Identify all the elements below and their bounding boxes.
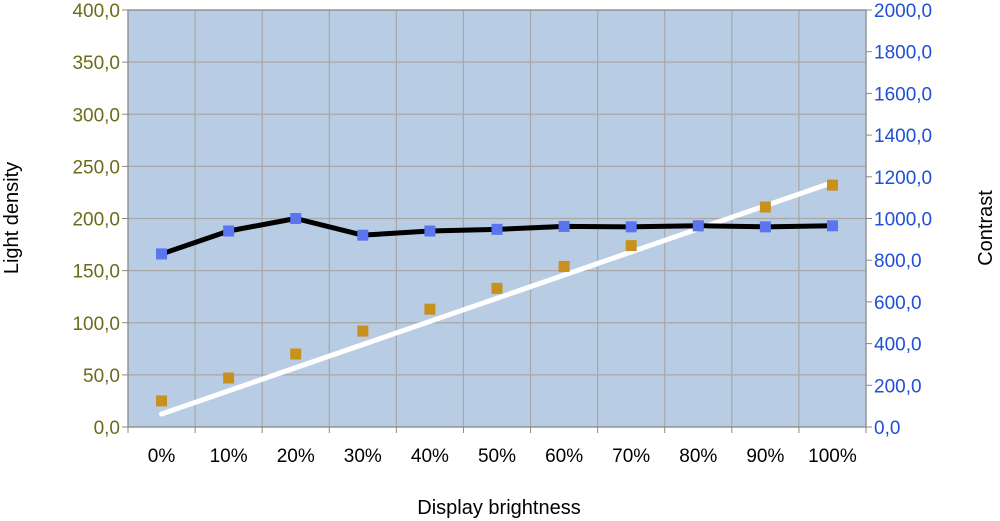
x-axis-title: Display brightness: [417, 497, 580, 519]
y-axis-left-title: Light density: [1, 162, 23, 274]
data-point: [826, 220, 838, 232]
right-tick-label: 2000,0: [874, 1, 932, 22]
left-tick-label: 150,0: [72, 262, 120, 283]
right-tick-label: 1800,0: [874, 43, 932, 64]
left-tick-label: 200,0: [72, 210, 120, 231]
x-tick-label: 90%: [746, 446, 784, 467]
x-tick-label: 30%: [344, 446, 382, 467]
left-tick-label: 0,0: [94, 418, 120, 439]
x-tick-label: 0%: [148, 446, 176, 467]
x-axis-ticks: 0% 10% 20% 30% 40% 50% 60% 70% 80% 90% 100%: [127, 427, 867, 467]
left-tick-label: 300,0: [72, 105, 120, 126]
data-point: [357, 229, 369, 241]
right-axis-ticks: 0,0 200,0 400,0 600,0 800,0 1000,0 1200,0 1400,…: [866, 1, 932, 439]
left-tick-label: 350,0: [72, 53, 120, 74]
data-point: [290, 348, 302, 360]
data-point: [759, 201, 771, 213]
x-tick-label: 50%: [478, 446, 516, 467]
data-point: [692, 220, 704, 232]
x-tick-label: 80%: [679, 446, 717, 467]
data-point: [290, 213, 302, 224]
data-point: [558, 220, 570, 232]
left-tick-label: 250,0: [72, 157, 120, 178]
data-point: [156, 248, 168, 260]
left-axis-ticks: 0,0 50,0 100,0 150,0 200,0 250,0 300,0 350,0 400…: [72, 1, 128, 439]
left-tick-label: 50,0: [83, 366, 120, 387]
right-tick-label: 600,0: [874, 293, 922, 314]
series-left: [156, 179, 838, 417]
data-point: [223, 225, 235, 237]
x-tick-label: 40%: [411, 446, 449, 467]
data-point: [223, 372, 235, 384]
x-tick-label: 100%: [808, 446, 857, 467]
right-tick-label: 1600,0: [874, 84, 932, 105]
right-tick-label: 1000,0: [874, 210, 932, 231]
series-line: [159, 180, 835, 417]
x-tick-label: 20%: [277, 446, 315, 467]
data-point: [357, 325, 369, 337]
data-point: [491, 282, 503, 294]
left-tick-label: 100,0: [72, 314, 120, 335]
data-point: [424, 303, 436, 315]
x-tick-label: 60%: [545, 446, 583, 467]
x-tick-label: 70%: [612, 446, 650, 467]
right-tick-label: 0,0: [874, 418, 900, 439]
data-point: [491, 223, 503, 235]
data-point: [625, 221, 637, 233]
data-point: [759, 221, 771, 233]
data-point: [558, 260, 570, 272]
data-point: [156, 395, 168, 407]
y-axis-right-title: Contrast: [975, 190, 997, 266]
left-tick-label: 400,0: [72, 1, 120, 22]
series-layer: [156, 179, 838, 417]
right-tick-label: 200,0: [874, 376, 922, 397]
data-point: [826, 179, 838, 191]
x-tick-label: 10%: [210, 446, 248, 467]
data-point: [625, 240, 637, 252]
data-point: [424, 225, 436, 237]
right-tick-label: 800,0: [874, 251, 922, 272]
right-tick-label: 400,0: [874, 335, 922, 356]
right-tick-label: 1400,0: [874, 126, 932, 147]
series-right: [156, 213, 838, 260]
right-tick-label: 1200,0: [874, 168, 932, 189]
